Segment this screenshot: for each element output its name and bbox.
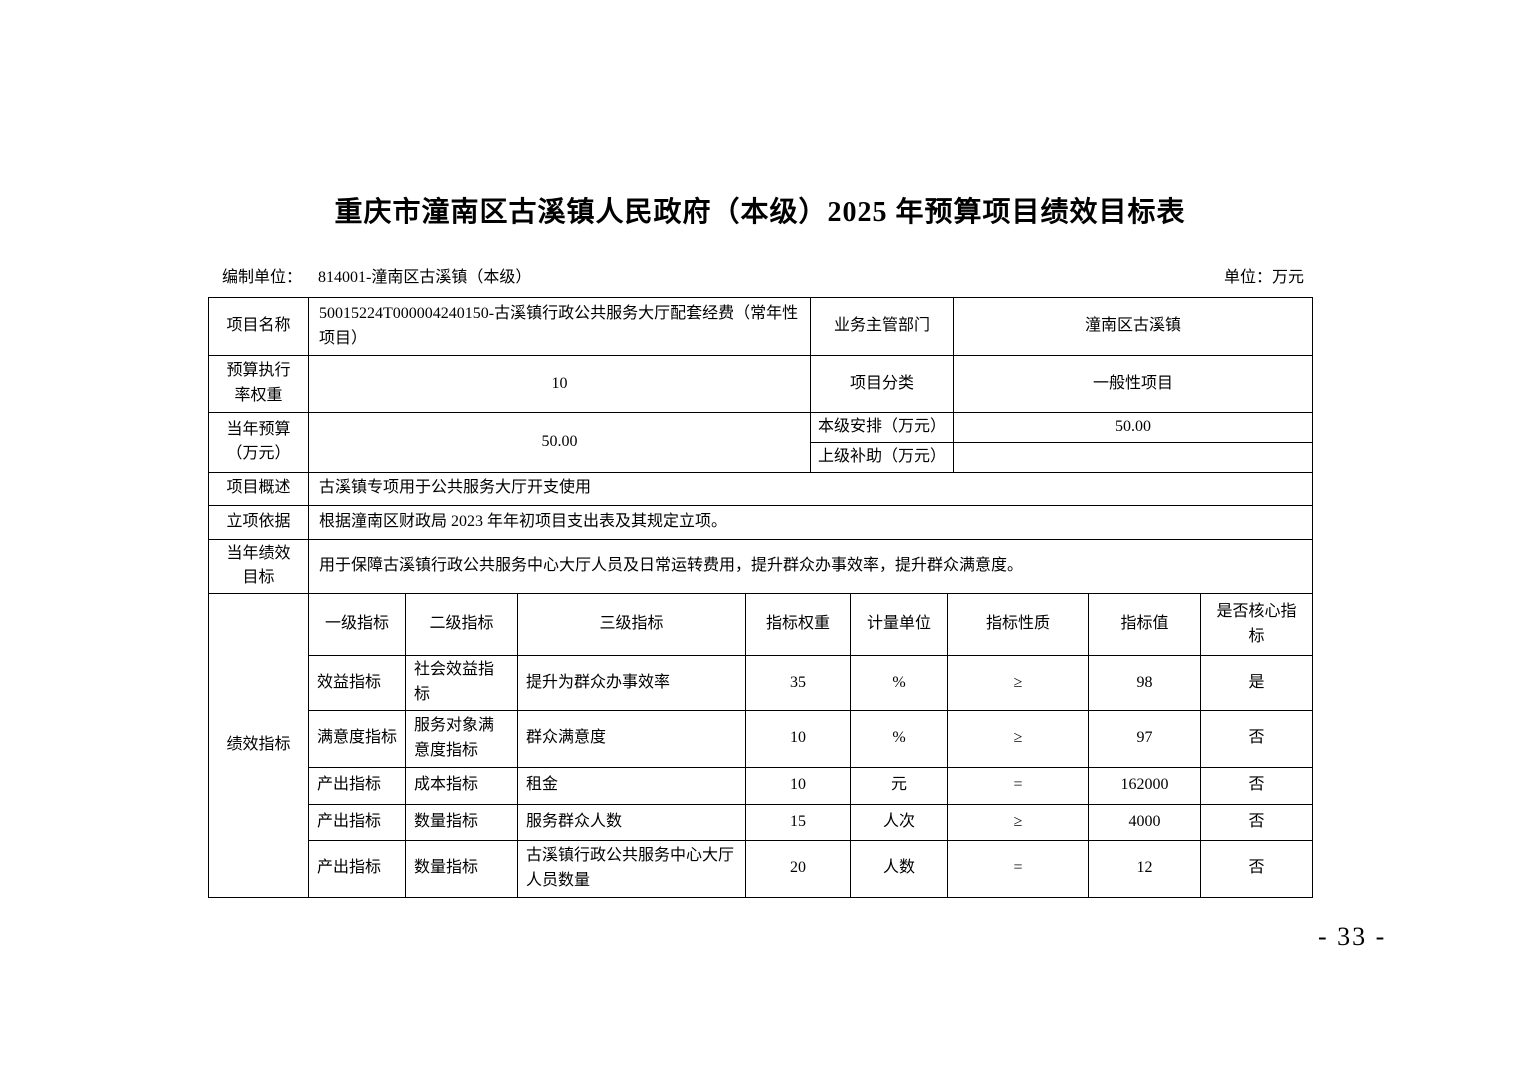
indicator-header-cell: 二级指标	[405, 593, 518, 657]
project-category-label-cell: 项目分类	[810, 355, 954, 413]
indicator-cell: 群众满意度	[517, 709, 746, 768]
project-info-table: 项目名称 50015224T000004240150-古溪镇行政公共服务大厅配套…	[208, 297, 1313, 595]
indicator-cell: 10	[745, 766, 851, 805]
project-name-label-cell: 项目名称	[208, 297, 309, 356]
year-budget-value-cell: 50.00	[308, 412, 811, 473]
year-budget-label-cell: 当年预算（万元）	[208, 412, 309, 473]
indicator-cell: 服务对象满意度指标	[405, 709, 518, 768]
indicator-header-cell: 是否核心指标	[1200, 593, 1313, 657]
prepared-by-label: 编制单位：	[222, 269, 303, 286]
indicator-row: 产出指标 成本指标 租金 10 元 = 162000 否	[209, 766, 1313, 805]
indicator-cell: 97	[1088, 709, 1201, 768]
page-title: 重庆市潼南区古溪镇人民政府（本级）2025 年预算项目绩效目标表	[334, 197, 1186, 228]
indicator-row: 满意度指标 服务对象满意度指标 群众满意度 10 % ≥ 97 否	[209, 709, 1313, 768]
indicator-cell: =	[947, 766, 1089, 805]
indicator-cell: 提升为群众办事效率	[517, 655, 746, 711]
indicator-cell: %	[850, 709, 948, 768]
unit-note: 单位：万元	[1223, 269, 1304, 286]
own-level-label-cell: 本级安排（万元）	[810, 412, 954, 443]
indicator-row: 产出指标 数量指标 服务群众人数 15 人次 ≥ 4000 否	[209, 803, 1313, 841]
indicator-cell: 10	[745, 709, 851, 768]
year-goal-label-cell: 当年绩效目标	[208, 538, 309, 595]
indicator-cell: 否	[1200, 839, 1313, 898]
indicator-row: 产出指标 数量指标 古溪镇行政公共服务中心大厅人员数量 20 人数 = 12 否	[209, 839, 1313, 898]
indicator-cell: ≥	[947, 709, 1089, 768]
indicator-cell: 效益指标	[308, 655, 406, 711]
overview-label-cell: 项目概述	[208, 471, 309, 506]
exec-rate-weight-value-cell: 10	[308, 355, 811, 413]
indicator-cell: 古溪镇行政公共服务中心大厅人员数量	[517, 839, 746, 898]
indicator-cell: 否	[1200, 766, 1313, 805]
indicator-cell: =	[947, 839, 1089, 898]
indicator-cell: 是	[1200, 655, 1313, 711]
indicator-header-cell: 三级指标	[517, 593, 746, 657]
indicator-cell: %	[850, 655, 948, 711]
indicator-header-cell: 指标权重	[745, 593, 851, 657]
indicator-header-cell: 一级指标	[308, 593, 406, 657]
indicator-cell: 162000	[1088, 766, 1201, 805]
indicator-cell: 成本指标	[405, 766, 518, 805]
project-name-value-cell: 50015224T000004240150-古溪镇行政公共服务大厅配套经费（常年…	[308, 297, 811, 356]
overview-value-cell: 古溪镇专项用于公共服务大厅开支使用	[308, 471, 1313, 506]
indicator-header-cell: 指标性质	[947, 593, 1089, 657]
prepared-by-value: 814001-潼南区古溪镇（本级）	[318, 269, 532, 286]
indicator-cell: 满意度指标	[308, 709, 406, 768]
indicator-cell: 否	[1200, 709, 1313, 768]
indicator-cell: 数量指标	[405, 839, 518, 898]
own-level-value-cell: 50.00	[953, 412, 1313, 443]
dept-label-cell: 业务主管部门	[810, 297, 954, 356]
indicator-header-cell: 指标值	[1088, 593, 1201, 657]
basis-label-cell: 立项依据	[208, 504, 309, 540]
indicator-cell: 服务群众人数	[517, 803, 746, 841]
indicator-cell: 20	[745, 839, 851, 898]
indicator-cell: ≥	[947, 655, 1089, 711]
indicator-cell: 人数	[850, 839, 948, 898]
indicator-cell: 数量指标	[405, 803, 518, 841]
indicator-cell: 社会效益指标	[405, 655, 518, 711]
indicator-cell: 产出指标	[308, 766, 406, 805]
budget-performance-table: 项目名称 50015224T000004240150-古溪镇行政公共服务大厅配套…	[208, 297, 1313, 898]
basis-value-cell: 根据潼南区财政局 2023 年年初项目支出表及其规定立项。	[308, 504, 1313, 540]
exec-rate-weight-label-cell: 预算执行率权重	[208, 355, 309, 413]
indicator-header-cell: 计量单位	[850, 593, 948, 657]
dept-value-cell: 潼南区古溪镇	[953, 297, 1313, 356]
indicator-row: 效益指标 社会效益指标 提升为群众办事效率 35 % ≥ 98 是	[209, 655, 1313, 711]
performance-indicator-table: 绩效指标 一级指标 二级指标 三级指标 指标权重 计量单位 指标性质 指标值 是…	[208, 593, 1313, 898]
indicator-cell: 人次	[850, 803, 948, 841]
indicator-cell: 12	[1088, 839, 1201, 898]
indicator-cell: 租金	[517, 766, 746, 805]
indicator-section-label-cell: 绩效指标	[208, 593, 309, 898]
indicator-cell: 4000	[1088, 803, 1201, 841]
page-number: - 33 -	[1318, 922, 1387, 951]
indicator-cell: 元	[850, 766, 948, 805]
prepared-by: 编制单位： 814001-潼南区古溪镇（本级）	[222, 263, 531, 287]
meta-line: 编制单位： 814001-潼南区古溪镇（本级） 单位：万元	[208, 263, 1312, 287]
indicator-cell: 产出指标	[308, 803, 406, 841]
indicator-cell: 98	[1088, 655, 1201, 711]
indicator-cell: 35	[745, 655, 851, 711]
upper-subsidy-value-cell	[953, 441, 1313, 473]
indicator-cell: 产出指标	[308, 839, 406, 898]
indicator-cell: ≥	[947, 803, 1089, 841]
project-category-value-cell: 一般性项目	[953, 355, 1313, 413]
indicator-cell: 否	[1200, 803, 1313, 841]
upper-subsidy-label-cell: 上级补助（万元）	[810, 441, 954, 473]
year-goal-value-cell: 用于保障古溪镇行政公共服务中心大厅人员及日常运转费用，提升群众办事效率，提升群众…	[308, 538, 1313, 595]
indicator-cell: 15	[745, 803, 851, 841]
